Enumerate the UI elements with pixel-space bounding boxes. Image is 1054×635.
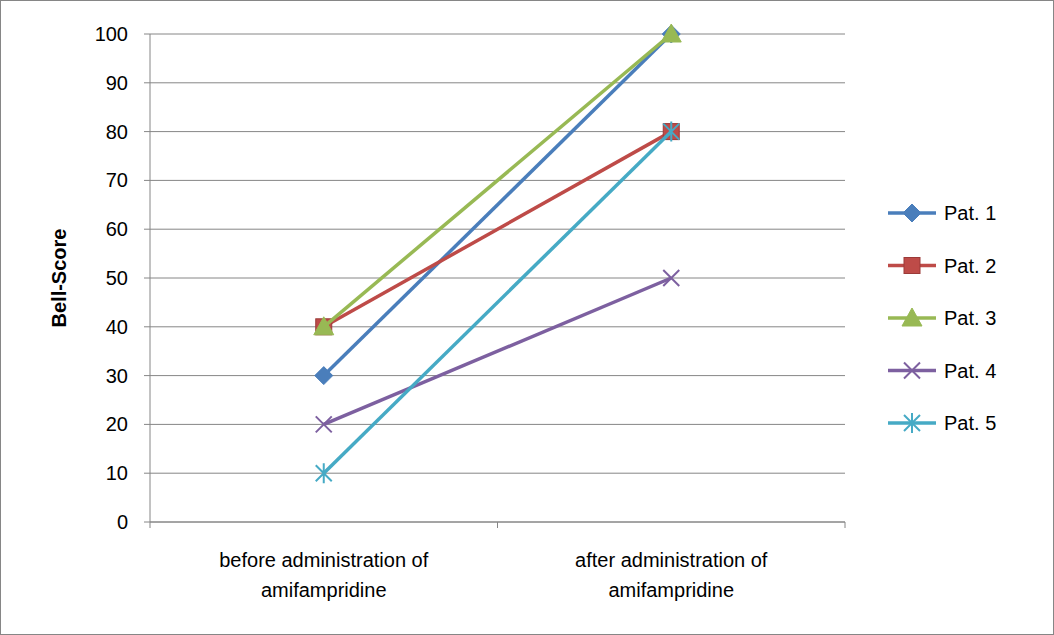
y-axis-label: Bell-Score [48,229,70,328]
data-point [663,270,679,286]
legend: Pat. 1 Pat. 2 Pat. 3 Pat. 4 Pat. 5 [888,202,996,434]
x-tick [845,522,846,528]
y-tick [144,229,150,230]
series-line [324,34,672,376]
y-tick-label: 50 [106,267,128,289]
legend-label: Pat. 4 [944,360,996,382]
legend-label: Pat. 2 [944,255,996,277]
legend-marker [904,363,920,379]
y-tick-label: 10 [106,462,128,484]
y-tick-label: 20 [106,413,128,435]
legend-label: Pat. 5 [944,412,996,434]
y-tick [144,278,150,279]
legend-label: Pat. 1 [944,202,996,224]
y-tick-label: 80 [106,121,128,143]
legend-marker [902,308,922,326]
data-point [663,122,679,142]
y-tick [144,522,150,523]
data-point [316,463,332,483]
y-tick-label: 30 [106,365,128,387]
y-tick [144,326,150,327]
legend-label: Pat. 3 [944,307,996,329]
x-tick-label: before administration ofamifampridine [219,549,428,601]
y-tick [144,473,150,474]
grid [144,34,845,522]
grid-line [150,326,845,327]
data-point [315,367,333,385]
data-point [661,24,681,42]
x-tick [497,522,498,528]
legend-marker [903,204,921,222]
x-tick-label: after administration ofamifampridine [575,549,768,601]
y-tick [144,424,150,425]
grid-line [150,473,845,474]
grid-line [150,82,845,83]
chart-border [1,1,1054,635]
y-tick-label: 0 [117,511,128,533]
y-tick-label: 100 [95,23,128,45]
x-tick [150,522,151,528]
grid-line [150,278,845,279]
y-tick-label: 60 [106,218,128,240]
data-point [316,416,332,432]
chart: 0 10 20 30 40 50 60 70 80 90 100 before administrat… [0,0,1054,635]
y-tick-label: 70 [106,169,128,191]
data-point [314,317,334,335]
grid-line [150,375,845,376]
legend-marker [904,413,920,433]
series-line [324,132,672,474]
grid-line [150,131,845,132]
y-tick [144,82,150,83]
y-tick [144,131,150,132]
grid-line [150,34,845,35]
plot-data [314,24,682,483]
y-tick [144,180,150,181]
data-point [662,25,680,43]
legend-marker [904,258,920,274]
y-tick-label: 40 [106,316,128,338]
y-tick [144,34,150,35]
y-axis [150,34,151,522]
series-line [324,132,672,327]
grid-line [150,424,845,425]
y-tick-label: 90 [106,72,128,94]
y-tick [144,375,150,376]
